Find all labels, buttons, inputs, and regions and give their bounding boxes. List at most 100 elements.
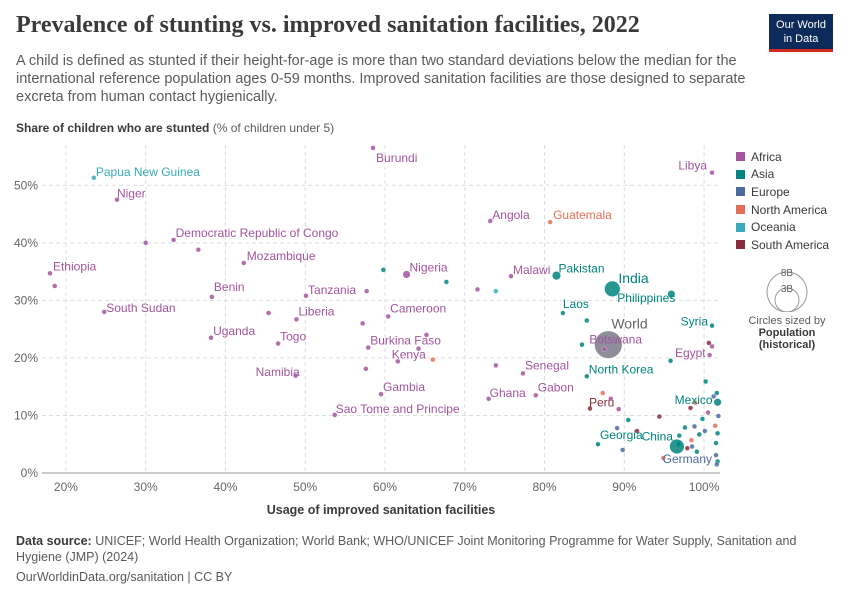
point-label: Guatemala — [553, 208, 612, 222]
y-tick-label: 50% — [14, 178, 38, 192]
scatter-point — [395, 358, 401, 364]
data-source-text: UNICEF; World Health Organization; World… — [16, 534, 797, 564]
scatter-point — [584, 373, 590, 379]
footer-url[interactable]: OurWorldinData.org/sanitation | CC BY — [16, 570, 233, 584]
scatter-point — [171, 237, 177, 243]
scatter-point — [443, 279, 449, 285]
legend-item[interactable]: Europe — [736, 183, 829, 201]
scatter-point — [415, 346, 422, 352]
point-label: Peru — [589, 396, 614, 410]
scatter-point — [363, 366, 369, 372]
scatter-point — [711, 393, 717, 400]
point-label: Togo — [280, 330, 306, 344]
x-tick-label: 40% — [213, 480, 237, 494]
legend-item[interactable]: Africa — [736, 148, 829, 166]
scatter-point — [241, 260, 247, 266]
legend-item[interactable]: Asia — [736, 166, 829, 184]
scatter-point — [616, 406, 622, 412]
scatter-point — [520, 370, 526, 376]
scatter-point — [603, 280, 621, 298]
scatter-point — [332, 412, 338, 418]
point-label: Libya — [678, 159, 707, 173]
point-label: Philippines — [617, 291, 675, 305]
scatter-point — [625, 417, 631, 423]
data-source: Data source: UNICEF; World Health Organi… — [16, 533, 836, 565]
scatter-point — [593, 330, 623, 360]
scatter-point — [584, 317, 590, 324]
scatter-point — [634, 428, 640, 434]
logo-line-2: in Data — [783, 33, 819, 45]
scatter-point — [114, 197, 120, 203]
scatter-point — [667, 358, 674, 364]
size-legend-variable-suffix: (historical) — [758, 339, 816, 351]
x-tick-label: 90% — [612, 480, 636, 494]
scatter-point — [430, 357, 436, 363]
point-label: Burkina Faso — [370, 334, 441, 348]
scatter-point — [709, 343, 715, 349]
scatter-point — [669, 438, 685, 455]
point-label: Cameroon — [390, 301, 446, 315]
size-legend: 8B 3B Circles sized by Population (histo… — [742, 266, 832, 351]
scatter-point — [378, 391, 384, 397]
point-label: Liberia — [298, 304, 334, 318]
x-tick-label: 60% — [373, 480, 397, 494]
point-label: India — [618, 270, 649, 286]
y-tick-label: 0% — [21, 466, 39, 480]
point-label: Democratic Republic of Congo — [176, 226, 339, 240]
size-legend-circles: 8B 3B — [766, 268, 808, 313]
scatter-point — [402, 270, 411, 279]
y-tick-label: 10% — [14, 408, 38, 422]
point-label: Gambia — [383, 380, 425, 394]
x-tick-label: 100% — [689, 480, 720, 494]
scatter-point — [365, 345, 371, 351]
scatter-point — [706, 340, 712, 346]
y-tick-label: 40% — [14, 236, 38, 250]
scatter-point — [493, 288, 499, 294]
scatter-point — [595, 441, 601, 447]
point-label: Angola — [492, 208, 530, 222]
scatter-point — [370, 145, 376, 151]
scatter-point — [551, 270, 562, 281]
point-label: Botswana — [589, 332, 642, 346]
scatter-point — [508, 273, 514, 279]
scatter-point — [694, 449, 700, 455]
x-axis-title: Usage of improved sanitation facilities — [267, 503, 496, 517]
scatter-point — [713, 452, 719, 458]
legend-item[interactable]: North America — [736, 201, 829, 219]
point-label: Egypt — [675, 346, 706, 360]
scatter-point — [687, 405, 694, 411]
x-tick-label: 80% — [533, 480, 557, 494]
scatter-point — [265, 310, 272, 316]
point-label: Laos — [563, 297, 589, 311]
point-label: Malawi — [513, 263, 550, 277]
point-label: Senegal — [525, 358, 569, 372]
scatter-point — [688, 437, 694, 443]
legend-label: Africa — [751, 149, 782, 164]
owid-logo[interactable]: Our World in Data — [769, 14, 833, 52]
x-tick-label: 50% — [293, 480, 317, 494]
scatter-point — [702, 428, 708, 434]
point-label: World — [611, 316, 647, 332]
size-legend-caption: Circles sized by — [748, 315, 826, 327]
legend-label: South America — [751, 237, 830, 252]
scatter-point — [487, 218, 493, 224]
scatter-point — [660, 455, 666, 461]
scatter-point — [493, 362, 499, 368]
scatter-point — [293, 316, 299, 322]
scatter-point — [682, 424, 688, 431]
y-tick-label: 20% — [14, 351, 38, 365]
point-label: Nigeria — [410, 260, 448, 274]
point-label: Gabon — [538, 380, 574, 394]
scatter-point — [608, 396, 614, 402]
point-label: Kenya — [392, 347, 426, 361]
scatter-point — [579, 342, 585, 348]
legend-item[interactable]: South America — [736, 236, 829, 254]
scatter-point — [52, 283, 58, 289]
data-source-label: Data source: — [16, 534, 92, 548]
scatter-point — [705, 410, 711, 416]
scatter-point — [601, 346, 607, 352]
point-label: Germany — [663, 452, 712, 466]
legend-item[interactable]: Oceania — [736, 218, 829, 236]
scatter-point — [707, 352, 713, 358]
